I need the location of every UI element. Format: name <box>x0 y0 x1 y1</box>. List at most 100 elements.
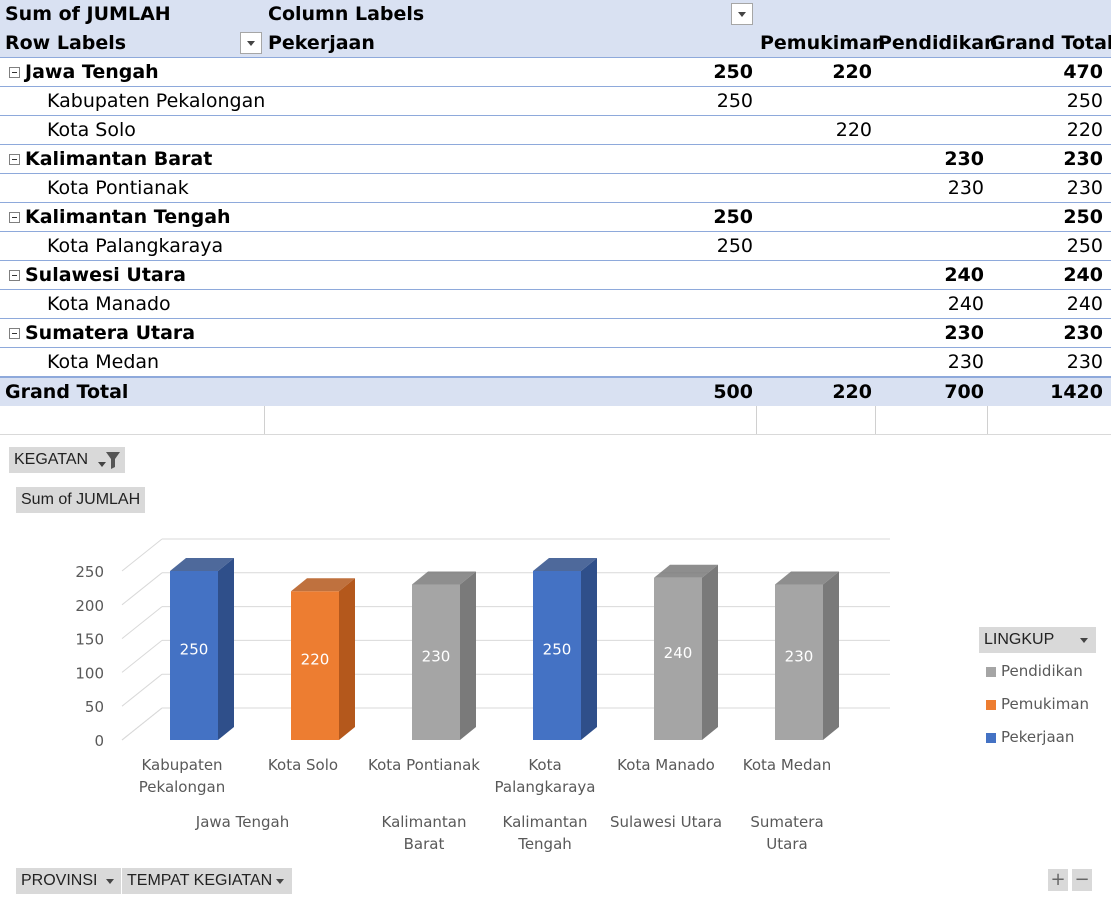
pivot-value-cell: 230 <box>1066 351 1103 373</box>
chevron-down-icon <box>106 879 114 884</box>
x-category-label: Kota Solo <box>268 756 338 774</box>
pivot-group-row: Kalimantan Tengah 250 250 <box>0 203 1111 232</box>
pivot-value-cell <box>878 116 984 145</box>
bar-top <box>533 558 597 571</box>
axis-button-label: TEMPAT KEGIATAN <box>127 872 273 889</box>
sum-of-jumlah-button[interactable]: Sum of JUMLAH <box>16 487 146 513</box>
x-category-label: Palangkaraya <box>495 778 596 796</box>
collapse-toggle-icon[interactable] <box>9 270 20 281</box>
floor-edge <box>121 707 163 741</box>
pivot-row-label: Sulawesi Utara <box>25 264 186 286</box>
kegatan-filter-button[interactable]: KEGATAN <box>9 447 125 473</box>
zoom-in-button[interactable]: + <box>1048 869 1068 891</box>
x-group-label: Sulawesi Utara <box>610 813 722 831</box>
pivot-row-label: Kalimantan Tengah <box>25 206 231 228</box>
pivot-body: Jawa Tengah 250 220 470 Kabupaten Pekalongan… <box>0 58 1111 377</box>
y-tick-label: 250 <box>75 563 104 581</box>
axis-button-label: PROVINSI <box>21 872 98 889</box>
collapse-toggle-icon[interactable] <box>9 67 20 78</box>
bar-value-label: 220 <box>301 651 330 669</box>
pivot-row-label: Kabupaten Pekalongan <box>47 90 266 112</box>
pivot-value-cell: 220 <box>1066 119 1103 141</box>
x-group-label: Utara <box>766 835 807 853</box>
pivot-column-header: Pemukiman <box>760 32 886 54</box>
pivot-value-cell <box>760 348 872 377</box>
pivot-value-cell <box>600 319 753 348</box>
collapse-toggle-icon[interactable] <box>9 212 20 223</box>
pivot-value-cell <box>760 319 872 348</box>
legend-item: Pekerjaan <box>986 727 1074 747</box>
pivot-item-row: Kota Manado 240 240 <box>0 290 1111 319</box>
pivot-group-row: Sumatera Utara 230 230 <box>0 319 1111 348</box>
pivot-value-cell: 220 <box>835 119 872 141</box>
bar-side <box>218 558 234 740</box>
x-group-label: Barat <box>404 835 445 853</box>
pivot-value-cell <box>760 261 872 290</box>
pivot-value-cell <box>600 145 753 174</box>
x-group-label: Kalimantan <box>382 813 467 831</box>
pivot-value-cell <box>600 290 753 319</box>
grand-total-label: Grand Total <box>5 381 129 403</box>
filter-icon <box>97 450 121 479</box>
pivot-value-cell: 250 <box>716 90 753 112</box>
x-category-label: Kota Manado <box>617 756 715 774</box>
pivot-value-cell: 250 <box>713 61 753 83</box>
y-tick-label: 100 <box>75 664 104 682</box>
pivot-row-label: Kota Solo <box>47 119 136 141</box>
bar-value-label: 230 <box>785 647 814 665</box>
column-labels-filter-dropdown[interactable] <box>731 3 753 25</box>
bar-front <box>775 584 823 740</box>
gridline-side <box>121 572 163 606</box>
x-category-label: Kota Pontianak <box>368 756 480 774</box>
pivot-value-cell: 230 <box>1063 148 1103 170</box>
pivot-row-label: Kota Pontianak <box>47 177 189 199</box>
x-group-label: Jawa Tengah <box>195 813 289 831</box>
bar-top <box>412 571 476 585</box>
pivot-row-label: Kota Manado <box>47 293 171 315</box>
bar-side <box>702 564 718 740</box>
y-tick-label: 200 <box>75 597 104 615</box>
pivot-item-row: Kota Palangkaraya 250 250 <box>0 232 1111 261</box>
pivot-grand-total-row: Grand Total 500 220 700 1420 <box>0 377 1111 406</box>
bar-front <box>291 591 339 740</box>
pivot-value-cell <box>760 290 872 319</box>
pivot-value-cell: 240 <box>944 264 984 286</box>
pivot-value-cell <box>760 87 872 116</box>
lingkup-legend-button[interactable]: LINGKUP <box>979 627 1096 653</box>
row-labels-filter-dropdown[interactable] <box>240 32 262 54</box>
collapse-toggle-icon[interactable] <box>9 154 20 165</box>
provinsi-axis-button[interactable]: PROVINSI <box>16 868 121 894</box>
x-category-label: Kota Medan <box>743 756 832 774</box>
empty-row <box>0 406 1111 435</box>
pivot-item-row: Kota Solo 220 220 <box>0 116 1111 145</box>
x-category-label: Kota <box>528 756 561 774</box>
pivot-row-label: Sumatera Utara <box>25 322 196 344</box>
y-tick-label: 0 <box>94 732 104 750</box>
pivot-value-cell <box>600 261 753 290</box>
x-category-label: Kabupaten <box>141 756 222 774</box>
tempat-kegiatan-axis-button[interactable]: TEMPAT KEGIATAN <box>122 868 292 894</box>
pivot-value-cell: 230 <box>1063 322 1103 344</box>
legend-item: Pemukiman <box>986 694 1089 714</box>
filter-button-label: KEGATAN <box>14 451 89 468</box>
pivot-group-row: Jawa Tengah 250 220 470 <box>0 58 1111 87</box>
pivot-row-labels: Row Labels <box>5 32 127 54</box>
legend-label: Pendidikan <box>1001 662 1083 680</box>
bar-top <box>654 564 718 578</box>
collapse-toggle-icon[interactable] <box>9 328 20 339</box>
bar-value-label: 250 <box>543 641 572 659</box>
bar-side <box>823 571 839 740</box>
pivot-value-cell <box>600 116 753 145</box>
grand-total-value: 500 <box>713 381 753 403</box>
gridline-side <box>121 673 163 707</box>
grand-total-value: 1420 <box>1050 381 1103 403</box>
pivot-column-header: Grand Total <box>990 32 1111 54</box>
bar-top <box>775 571 839 585</box>
chevron-down-icon <box>276 879 284 884</box>
pivot-chart[interactable]: KEGATAN Sum of JUMLAH 0 50 100 150 200 250 250… <box>0 434 1111 909</box>
cell-divider <box>756 406 757 435</box>
pivot-row-label: Kota Medan <box>47 351 160 373</box>
bar-value-label: 230 <box>422 647 451 665</box>
zoom-out-button[interactable]: − <box>1072 869 1092 891</box>
pivot-value-cell <box>760 203 872 232</box>
